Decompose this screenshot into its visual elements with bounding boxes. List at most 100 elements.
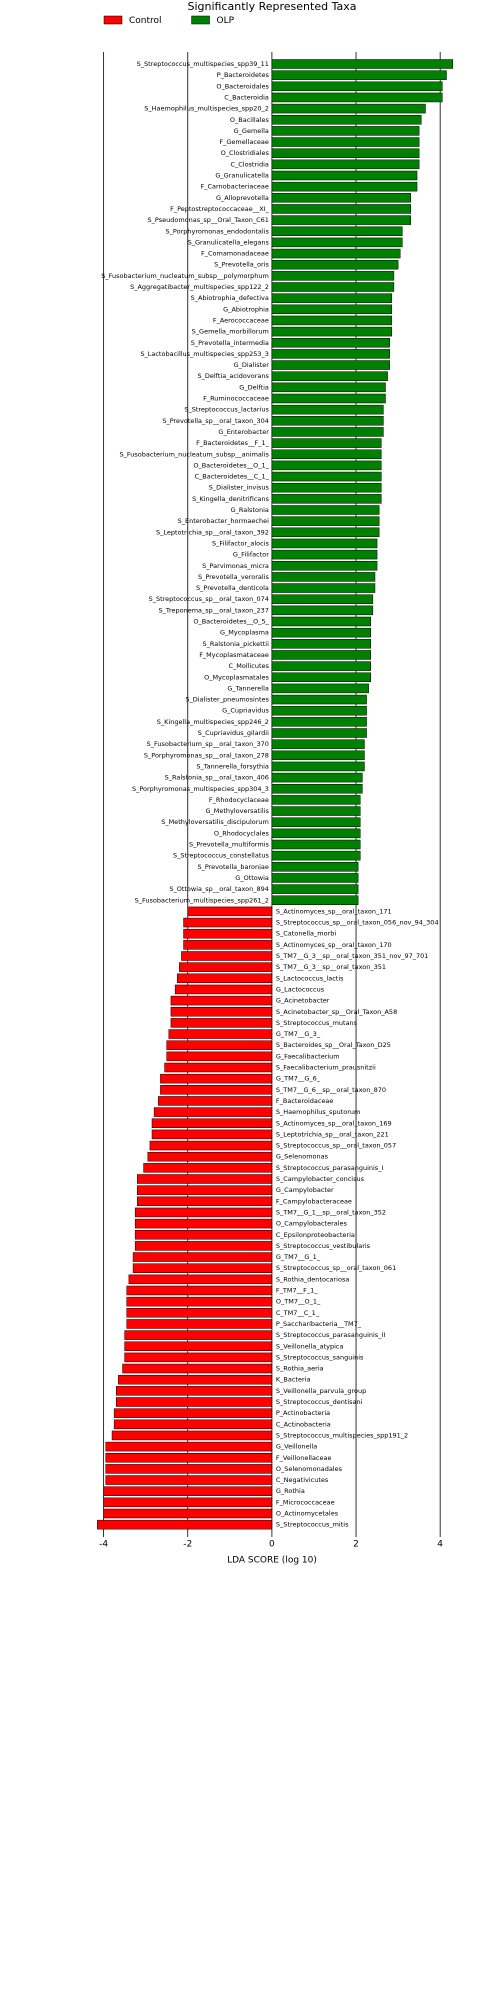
- category-label: S_Streptococcus_parasanguinis_I: [276, 1164, 384, 1172]
- bar: [271, 92, 443, 103]
- category-label: G_Cupriavidus: [222, 707, 269, 715]
- category-label: F_Carnobacteriaceae: [200, 183, 268, 191]
- bar: [271, 371, 388, 381]
- bar: [271, 494, 382, 504]
- category-label: S_Porphyromonas_multispecies_spp304_3: [132, 785, 269, 793]
- bar: [271, 282, 395, 292]
- category-label: S_Streptococcus_mitis: [276, 1521, 349, 1529]
- bar: [271, 471, 382, 482]
- x-tick-label: -2: [183, 1540, 192, 1550]
- category-label: G_Tannerella: [227, 684, 269, 692]
- category-label: S_Veillonella_parvula_group: [276, 1387, 366, 1395]
- bar: [183, 917, 273, 928]
- bar: [149, 1140, 273, 1151]
- category-label: S_Fusobacterium_multispecies_spp261_2: [135, 896, 269, 904]
- category-label: G_Acinetobacter: [276, 997, 330, 1005]
- category-label: G_Alloprevotella: [216, 194, 269, 202]
- category-label: S_Prevotella_intermedia: [191, 339, 269, 347]
- bar: [153, 1107, 273, 1117]
- category-label: S_TM7__G_6__sp__oral_taxon_870: [276, 1086, 386, 1094]
- bar: [170, 1018, 273, 1028]
- bar: [166, 1040, 273, 1050]
- category-label: P_Saccharibacteria__TM7_: [276, 1320, 362, 1328]
- category-label: S_Lactococcus_lactis: [276, 974, 344, 982]
- category-label: F_TM7__F_1_: [276, 1287, 318, 1295]
- category-label: S_Abiotrophia_defectiva: [191, 294, 269, 302]
- category-label: F_Bacteroidaceae: [276, 1097, 334, 1105]
- bar: [151, 1129, 273, 1140]
- category-label: S_Haemophilus_sputorum: [276, 1108, 360, 1116]
- category-label: S_Ottowia_sp__oral_taxon_894: [169, 885, 269, 893]
- bar: [174, 984, 273, 995]
- bar: [158, 1096, 273, 1106]
- category-label: G_Gemella: [234, 127, 269, 135]
- category-label: C_Bacteroidia: [224, 93, 269, 101]
- category-label: F_Comamonadaceae: [201, 250, 269, 258]
- category-label: S_Rothia_dentocariosa: [276, 1275, 349, 1283]
- bar: [271, 661, 372, 671]
- category-label: S_Streptococcus_multispecies_spp191_2: [276, 1431, 408, 1439]
- category-label: S_Prevotella_sp__oral_taxon_304: [162, 417, 269, 425]
- category-label: S_Prevotella_denticola: [196, 584, 269, 592]
- category-label: S_Ralstonia_sp__oral_taxon_406: [165, 774, 269, 782]
- category-label: S_Prevotella_baroniae: [197, 863, 268, 871]
- category-label: G_Mycoplasma: [220, 629, 269, 637]
- bar: [122, 1363, 273, 1374]
- bar: [160, 1073, 273, 1084]
- category-label: P_Actinobacteria: [276, 1409, 330, 1417]
- bar: [132, 1263, 273, 1273]
- category-label: G_TM7__G_3_: [276, 1030, 321, 1038]
- category-label: O_Bacteroidales: [216, 82, 269, 90]
- bar: [271, 427, 384, 437]
- category-label: S_Kingella_denitrificans: [192, 495, 269, 503]
- bar: [126, 1296, 273, 1307]
- bar: [271, 293, 393, 303]
- category-label: C_TM7__C_1_: [276, 1309, 320, 1317]
- legend-swatch: [191, 15, 210, 25]
- category-label: O_Mycoplasmatales: [204, 673, 269, 681]
- bar: [271, 694, 367, 705]
- category-label: S_Parvimonas_micra: [202, 562, 269, 570]
- bar: [134, 1241, 273, 1251]
- bar: [271, 338, 390, 348]
- bar: [271, 683, 369, 694]
- category-label: S_Gemella_morbillorum: [192, 328, 269, 336]
- bar: [271, 103, 426, 114]
- legend-swatch: [103, 15, 123, 25]
- bar: [271, 873, 359, 883]
- x-tick-label: 0: [269, 1540, 275, 1550]
- bar: [271, 438, 382, 448]
- bar: [115, 1386, 273, 1396]
- category-label: C_Mollicutes: [228, 662, 269, 670]
- bar: [126, 1319, 273, 1329]
- category-label: S_Enterobacter_hormaechei: [178, 517, 269, 525]
- bar: [168, 1029, 273, 1039]
- bar: [271, 460, 382, 471]
- bar: [97, 1519, 273, 1530]
- bar: [271, 159, 420, 170]
- category-label: F_Micrococcaceae: [276, 1498, 335, 1506]
- category-label: G_TM7__G_1_: [276, 1253, 321, 1261]
- category-label: S_Actinomyces_sp__oral_taxon_169: [276, 1119, 392, 1127]
- bar: [103, 1497, 273, 1508]
- bar: [124, 1330, 273, 1340]
- bar: [271, 784, 363, 794]
- bar: [164, 1062, 273, 1073]
- bar: [187, 906, 273, 917]
- bar: [271, 326, 393, 337]
- bar: [134, 1207, 273, 1218]
- category-label: S_TM7__G_3__sp__oral_taxon_351: [276, 963, 386, 971]
- bar: [271, 349, 390, 359]
- bar: [271, 382, 386, 393]
- bar: [271, 259, 399, 270]
- category-label: S_Prevotella_oris: [214, 261, 269, 269]
- bar: [170, 995, 273, 1006]
- category-label: G_Abiotrophia: [223, 305, 269, 313]
- bar: [113, 1408, 273, 1418]
- category-label: G_Selenomonas: [276, 1153, 329, 1161]
- bar: [271, 315, 393, 326]
- bar: [271, 416, 384, 426]
- category-label: G_TM7__G_6_: [276, 1075, 321, 1083]
- category-label: S_Rothia_aeria: [276, 1365, 324, 1373]
- bar: [271, 115, 422, 125]
